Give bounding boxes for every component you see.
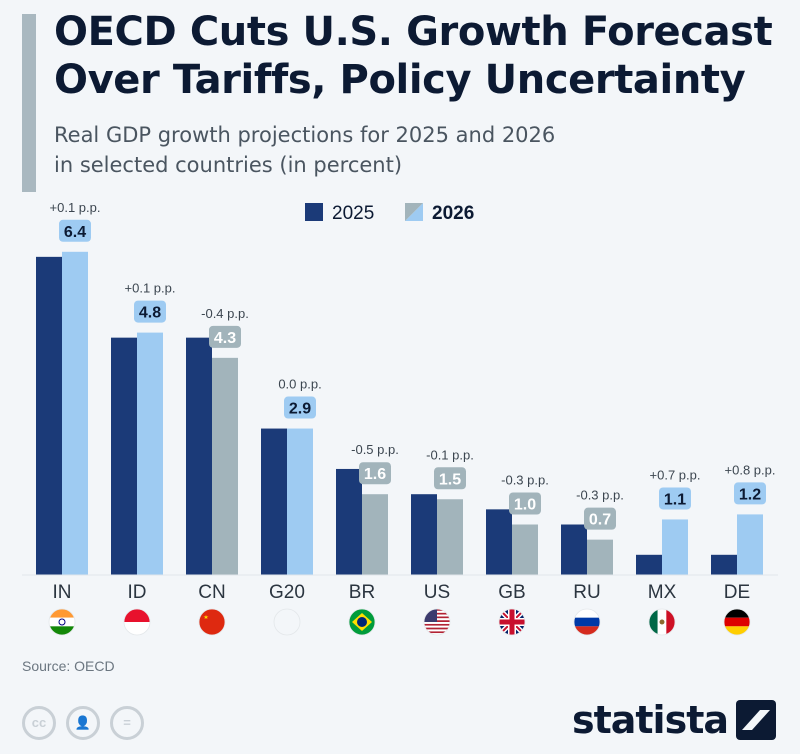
change-label-cn: -0.4 p.p. bbox=[201, 306, 249, 321]
category-label-cn: CN bbox=[198, 582, 225, 603]
bar-2025-us bbox=[411, 494, 437, 575]
bar-2025-id bbox=[111, 337, 137, 575]
value-label-cn: 4.3 bbox=[214, 330, 236, 347]
brand-wordmark: statista bbox=[571, 698, 729, 742]
legend-swatch-2026 bbox=[405, 203, 423, 221]
bars-group: 6.4 +0.1 p.p. 4.8 +0.1 p.p. 4.3 -0.4 p.p. 2.9 0… bbox=[36, 200, 776, 576]
source-note: Source: OECD bbox=[22, 658, 115, 674]
category-label-ru: RU bbox=[573, 582, 600, 603]
mexico-flag-icon bbox=[648, 608, 676, 636]
bar-2026-cn bbox=[212, 357, 238, 575]
bar-2025-gb bbox=[486, 509, 512, 575]
bar-2026-mx bbox=[662, 519, 688, 575]
category-label-mx: MX bbox=[648, 582, 677, 603]
category-label-de: DE bbox=[724, 582, 750, 603]
bar-chart: 2025 2026 6.4 +0.1 p.p. 4.8 +0.1 p.p. 4.3 -0.… bbox=[22, 200, 778, 636]
value-label-box-us bbox=[434, 467, 466, 490]
value-label-box-in bbox=[59, 219, 91, 242]
bar-2025-in bbox=[36, 256, 62, 575]
bar-2025-ru bbox=[561, 524, 587, 575]
value-label-br: 1.6 bbox=[364, 466, 386, 483]
value-label-g20: 2.9 bbox=[289, 401, 311, 418]
bar-2025-cn bbox=[186, 337, 212, 575]
chart-subtitle-line-1: Real GDP growth projections for 2025 and… bbox=[54, 123, 556, 147]
china-flag-icon bbox=[198, 608, 226, 636]
license-icons: cc 👤 = bbox=[22, 706, 144, 740]
category-label-in: IN bbox=[53, 582, 72, 603]
value-label-in: 6.4 bbox=[64, 224, 86, 241]
category-label-br: BR bbox=[349, 582, 375, 603]
change-label-de: +0.8 p.p. bbox=[725, 462, 776, 477]
bar-2025-g20 bbox=[261, 428, 287, 575]
bar-2025-br bbox=[336, 468, 362, 575]
value-label-box-cn bbox=[209, 325, 241, 348]
title-accent-bar bbox=[22, 14, 36, 192]
value-label-box-gb bbox=[509, 492, 541, 515]
chart-title-line-1: OECD Cuts U.S. Growth Forecast bbox=[54, 9, 773, 55]
change-label-br: -0.5 p.p. bbox=[351, 442, 399, 457]
bar-2026-ru bbox=[587, 539, 613, 575]
value-label-us: 1.5 bbox=[439, 471, 461, 488]
change-label-in: +0.1 p.p. bbox=[50, 200, 101, 215]
value-label-de: 1.2 bbox=[739, 486, 761, 503]
creative-commons-icon[interactable]: cc bbox=[22, 706, 56, 740]
value-label-id: 4.8 bbox=[139, 305, 161, 322]
no-derivatives-icon[interactable]: = bbox=[110, 706, 144, 740]
value-label-mx: 1.1 bbox=[664, 491, 686, 508]
value-label-box-id bbox=[134, 300, 166, 323]
change-label-gb: -0.3 p.p. bbox=[501, 473, 549, 488]
flag-row bbox=[48, 608, 751, 636]
uk-flag-icon bbox=[498, 608, 526, 636]
category-label-id: ID bbox=[128, 582, 147, 603]
category-label-gb: GB bbox=[498, 582, 525, 603]
chart-subtitle-line-2: in selected countries (in percent) bbox=[54, 153, 403, 177]
bar-2026-g20 bbox=[287, 428, 313, 575]
value-label-box-g20 bbox=[284, 396, 316, 419]
russia-flag-icon bbox=[573, 608, 601, 636]
change-label-id: +0.1 p.p. bbox=[125, 281, 176, 296]
bar-2025-mx bbox=[636, 554, 662, 575]
chart-legend: 2025 2026 bbox=[305, 203, 474, 224]
x-axis-labels: IN ID CN G20 BR US GB RU MX DE bbox=[53, 582, 751, 603]
statista-mark-icon bbox=[736, 700, 776, 740]
chart-subtitle: Real GDP growth projections for 2025 and… bbox=[54, 120, 754, 180]
bar-2026-in bbox=[62, 251, 88, 576]
bar-2025-de bbox=[711, 554, 737, 575]
statista-logo[interactable]: statista bbox=[572, 698, 776, 742]
bar-2026-gb bbox=[512, 524, 538, 575]
value-label-box-de bbox=[734, 482, 766, 505]
category-label-g20: G20 bbox=[269, 582, 305, 603]
bar-2026-de bbox=[737, 514, 763, 575]
value-label-box-br bbox=[359, 462, 391, 485]
bar-2026-br bbox=[362, 494, 388, 575]
value-label-ru: 0.7 bbox=[589, 512, 611, 529]
change-label-g20: 0.0 p.p. bbox=[278, 377, 321, 392]
value-label-box-mx bbox=[659, 487, 691, 510]
indonesia-flag-icon bbox=[123, 608, 151, 636]
legend-swatch-2025 bbox=[305, 203, 323, 221]
brazil-flag-icon bbox=[348, 608, 376, 636]
chart-title-line-2: Over Tariffs, Policy Uncertainty bbox=[54, 57, 746, 103]
g20-icon bbox=[273, 608, 301, 636]
value-label-box-ru bbox=[584, 507, 616, 530]
chart-title: OECD Cuts U.S. Growth Forecast Over Tari… bbox=[54, 8, 784, 104]
usa-flag-icon bbox=[423, 608, 451, 636]
germany-flag-icon bbox=[723, 608, 751, 636]
value-label-gb: 1.0 bbox=[514, 497, 536, 514]
legend-label-2026: 2026 bbox=[432, 203, 474, 224]
category-label-us: US bbox=[424, 582, 450, 603]
change-label-mx: +0.7 p.p. bbox=[650, 467, 701, 482]
legend-label-2025: 2025 bbox=[332, 203, 374, 224]
change-label-ru: -0.3 p.p. bbox=[576, 488, 624, 503]
change-label-us: -0.1 p.p. bbox=[426, 447, 474, 462]
india-flag-icon bbox=[48, 608, 76, 636]
bar-2026-id bbox=[137, 332, 163, 575]
attribution-icon[interactable]: 👤 bbox=[66, 706, 100, 740]
bar-2026-us bbox=[437, 499, 463, 575]
